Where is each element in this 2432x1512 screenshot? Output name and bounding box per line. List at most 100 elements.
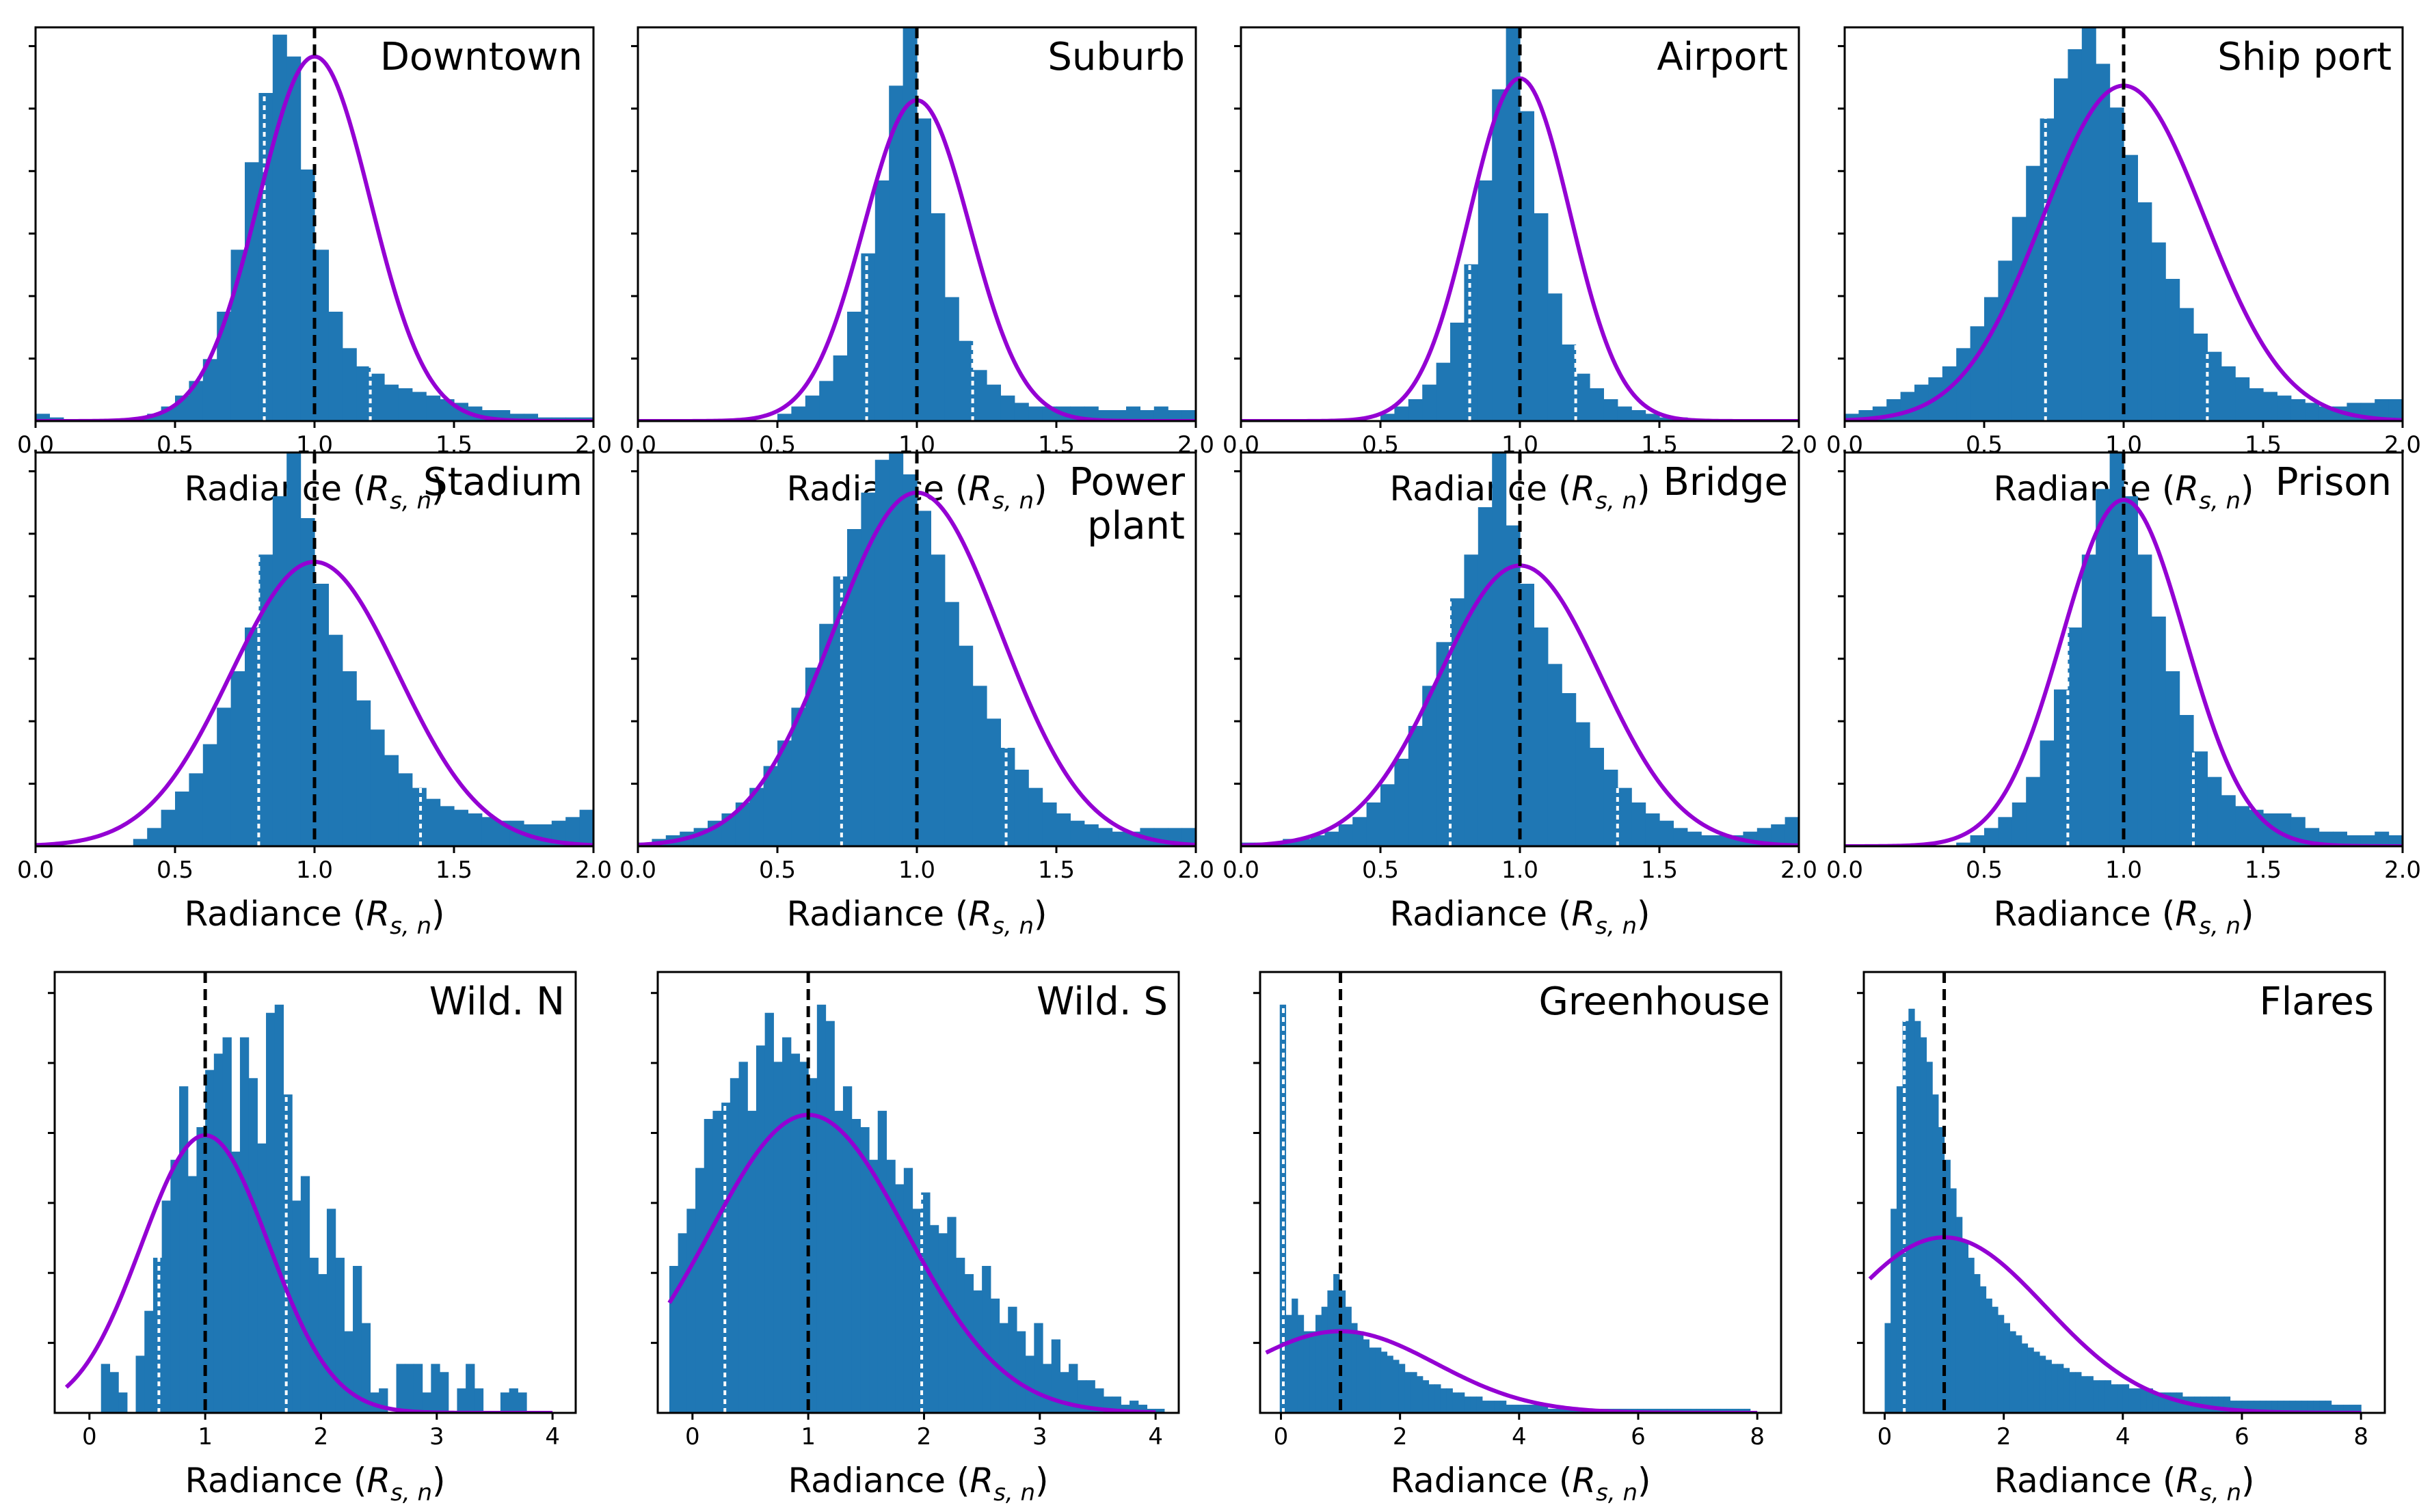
histogram-bar bbox=[2388, 835, 2403, 846]
histogram-bar bbox=[300, 170, 315, 421]
histogram-bar bbox=[791, 406, 806, 421]
histogram-bar bbox=[2124, 154, 2138, 421]
histogram-bar bbox=[686, 1209, 696, 1413]
panel-title: Power plant bbox=[1069, 460, 1186, 548]
histogram-bar bbox=[2193, 334, 2208, 421]
x-axis-label: Radiance (Rs, n) bbox=[1994, 1461, 2254, 1507]
histogram-bar bbox=[2290, 399, 2306, 421]
histogram-bar bbox=[175, 792, 189, 846]
histogram-bar bbox=[342, 348, 357, 421]
histogram-bar bbox=[2277, 813, 2292, 846]
histogram-bar bbox=[328, 634, 343, 846]
histogram-bar bbox=[2235, 377, 2250, 421]
histogram-bar bbox=[2206, 1396, 2213, 1413]
histogram-bar bbox=[398, 773, 413, 846]
histogram-bar bbox=[1492, 453, 1507, 846]
x-tick-label: 1 bbox=[801, 1423, 816, 1450]
histogram-bar bbox=[1659, 820, 1674, 846]
histogram-bar bbox=[678, 1233, 687, 1413]
histogram-bar bbox=[903, 1167, 913, 1413]
histogram-panel: 0.0 0.5 1.0 1.5 2.0 Bridge Radiance (Rs, n) bbox=[1222, 451, 1817, 940]
histogram-bar bbox=[440, 1372, 449, 1413]
histogram-bar bbox=[2111, 1384, 2117, 1413]
histogram-bar bbox=[1338, 824, 1353, 846]
histogram-bar bbox=[2087, 1376, 2094, 1413]
histogram-bar bbox=[695, 1167, 705, 1413]
histogram-bar bbox=[819, 623, 834, 846]
histogram-bar bbox=[1311, 835, 1325, 846]
histogram-bar bbox=[1984, 297, 1999, 421]
histogram-bar bbox=[869, 1159, 879, 1413]
histogram-bar bbox=[1452, 1392, 1459, 1413]
histogram-bar bbox=[2165, 671, 2180, 846]
histogram-bar bbox=[931, 554, 946, 846]
histogram-bar bbox=[2313, 1401, 2320, 1413]
histogram-bar bbox=[1315, 1314, 1322, 1413]
histogram-bar bbox=[1673, 828, 1688, 846]
histogram-bar bbox=[931, 213, 946, 421]
histogram-bar bbox=[431, 1364, 440, 1413]
histogram-bar bbox=[2135, 1388, 2141, 1413]
histogram-bar bbox=[805, 395, 820, 421]
x-tick-label: 2 bbox=[917, 1423, 932, 1450]
histogram-bar bbox=[1436, 362, 1451, 421]
histogram-bar bbox=[2349, 1405, 2356, 1413]
histogram-bar bbox=[1970, 326, 1985, 421]
histogram-bar bbox=[286, 56, 302, 421]
histogram-bar bbox=[1506, 525, 1521, 846]
histogram-bar bbox=[1398, 1364, 1406, 1413]
histogram-bar bbox=[1408, 399, 1423, 421]
histogram-bar bbox=[300, 518, 315, 846]
histogram-bar bbox=[1494, 1401, 1501, 1413]
x-tick-label: 2 bbox=[1393, 1423, 1408, 1450]
histogram-bar bbox=[2223, 1396, 2231, 1413]
histogram-bar bbox=[474, 1388, 484, 1413]
histogram-bar bbox=[1380, 784, 1395, 846]
histogram-bar bbox=[2375, 831, 2390, 846]
histogram-bar bbox=[231, 1151, 241, 1413]
histogram-bar bbox=[2360, 835, 2375, 846]
histogram-bar bbox=[1446, 1388, 1453, 1413]
histogram-bar bbox=[1553, 1409, 1560, 1413]
histogram-bar bbox=[2375, 399, 2390, 421]
plot-area bbox=[1241, 453, 1799, 846]
histogram-bar bbox=[440, 806, 455, 846]
histogram-bar bbox=[982, 1266, 991, 1413]
histogram-bar bbox=[118, 1392, 128, 1413]
x-tick-label: 0.5 bbox=[759, 431, 796, 459]
histogram-bar bbox=[1458, 1392, 1465, 1413]
histogram-bar bbox=[2235, 806, 2250, 846]
histogram-bar bbox=[2260, 1401, 2267, 1413]
histogram-bar bbox=[1955, 1217, 1963, 1413]
histogram-bar bbox=[257, 1143, 267, 1413]
histogram-bar bbox=[2117, 1384, 2124, 1413]
x-tick-label: 2.0 bbox=[1177, 856, 1214, 884]
histogram-bar bbox=[1434, 1384, 1441, 1413]
histogram-bar bbox=[764, 1012, 774, 1413]
histogram-bar bbox=[1547, 1409, 1554, 1413]
histogram-bar bbox=[1645, 813, 1660, 846]
x-tick-label: 6 bbox=[1631, 1423, 1646, 1450]
x-tick-label: 0.5 bbox=[1966, 856, 2003, 884]
histogram-bar bbox=[2069, 1372, 2076, 1413]
histogram-bar bbox=[1464, 1396, 1471, 1413]
histogram-bar bbox=[886, 1159, 896, 1413]
histogram-bar bbox=[1394, 406, 1409, 421]
histogram-bar bbox=[217, 707, 232, 846]
histogram-bar bbox=[1785, 817, 1799, 846]
histogram-bar bbox=[819, 381, 834, 421]
histogram-bar bbox=[2193, 751, 2208, 846]
histogram-bar bbox=[791, 707, 806, 846]
histogram-bar bbox=[938, 1233, 948, 1413]
histogram-bar bbox=[2109, 107, 2124, 421]
histogram-bar bbox=[1534, 627, 1549, 846]
x-tick-label: 1.5 bbox=[1641, 431, 1678, 459]
histogram-bar bbox=[2039, 1355, 2046, 1413]
histogram-bar bbox=[222, 1037, 232, 1413]
histogram-bar bbox=[2221, 795, 2236, 846]
x-axis-label: Radiance (Rs, n) bbox=[1390, 1461, 1651, 1507]
histogram-bar bbox=[1140, 410, 1155, 421]
